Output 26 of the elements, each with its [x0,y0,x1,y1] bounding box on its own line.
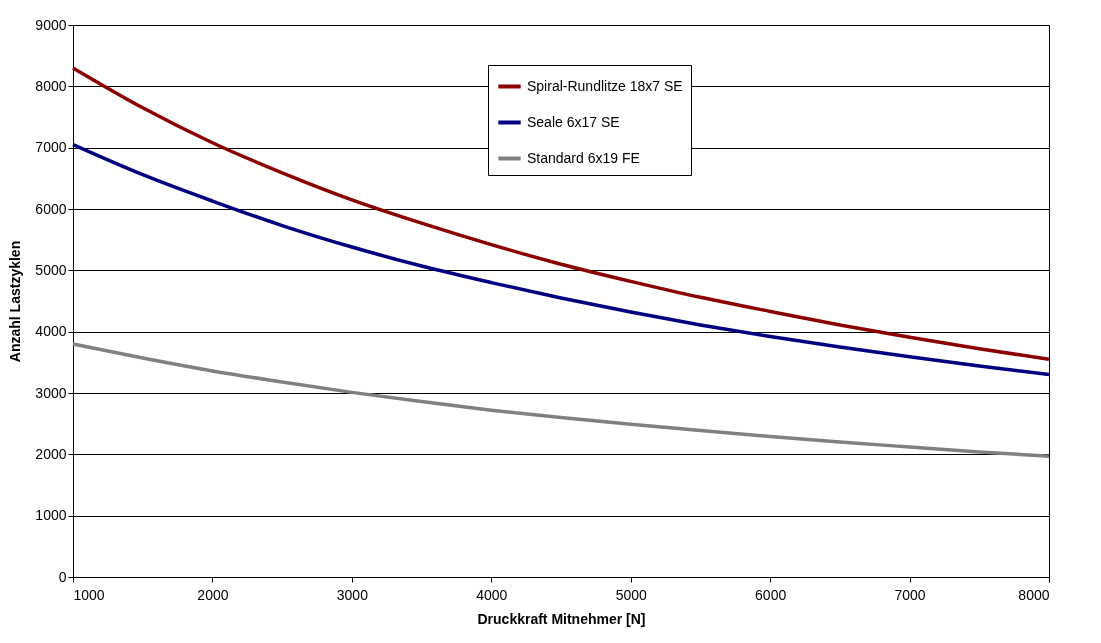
y-axis-title: Anzahl Lastzyklen [7,240,24,363]
x-tick-label: 1000 [73,586,105,603]
x-tick-label: 2000 [197,586,229,603]
x-axis-title: Druckkraft Mitnehmer [N] [477,610,646,627]
y-tick-label: 5000 [35,261,67,278]
y-tick-label: 1000 [35,507,67,524]
x-tick-label: 8000 [1018,586,1050,603]
y-tick-label: 8000 [35,77,67,94]
legend-label: Spiral-Rundlitze 18x7 SE [527,77,683,94]
y-tick-label: 0 [58,568,67,585]
y-tick-label: 6000 [35,200,67,217]
legend-label: Seale 6x17 SE [527,113,620,130]
x-tick-label: 3000 [336,586,369,603]
legend-label: Standard 6x19 FE [527,149,640,166]
y-tick-label: 2000 [35,445,67,462]
y-tick-label: 4000 [35,323,67,340]
x-tick-label: 6000 [755,586,787,603]
x-tick-label: 7000 [894,586,926,603]
y-tick-label: 3000 [35,384,67,401]
y-tick-label: 9000 [35,16,67,33]
line-series [71,342,1051,458]
line-series [71,142,1051,377]
x-tick-label: 5000 [615,586,647,603]
line-series [71,66,1051,362]
x-tick-label: 4000 [476,586,508,603]
y-tick-label: 7000 [35,139,67,156]
